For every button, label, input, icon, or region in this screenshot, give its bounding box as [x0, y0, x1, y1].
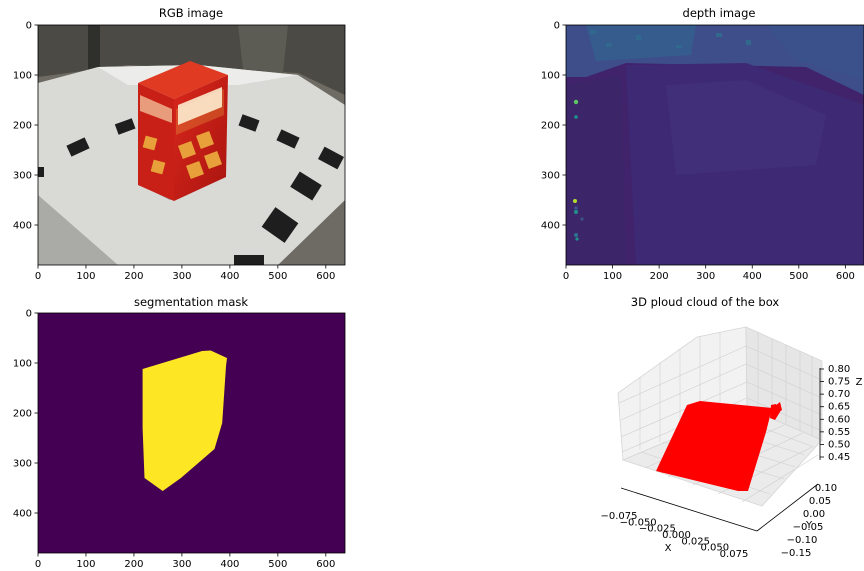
rgb-ticks: 0 100 200 300 400 500 600 0 100 200 300 400: [13, 21, 335, 283]
z3d-tick-label: 0.55: [828, 427, 850, 438]
mask-ticks: 0 100 200 300 400 500 600 0 100 200 300 400: [13, 309, 335, 571]
depth-image-panel: depth image: [541, 6, 864, 282]
x-tick-label: 300: [172, 271, 191, 282]
mask-axes-frame: [37, 312, 346, 554]
x-tick-label: 200: [650, 271, 669, 282]
y-tick-label: 400: [13, 221, 32, 232]
x3d-tick-label: 0.050: [701, 543, 730, 554]
x-tick-label: 0: [563, 271, 569, 282]
x3d-tick-label: 0.000: [662, 530, 691, 541]
y-tick-label: 0: [554, 21, 560, 32]
y3d-tick-label: 0.10: [815, 483, 837, 494]
segmentation-mask-title: segmentation mask: [134, 295, 248, 309]
y3d-tick-label: 0.05: [809, 496, 831, 507]
x-tick-label: 0: [35, 559, 41, 570]
z-axis-label: Z: [856, 377, 863, 388]
y-tick-label: 100: [13, 71, 32, 82]
z3d-tick-label: 0.80: [828, 364, 850, 375]
y-tick-label: 400: [13, 509, 32, 520]
x-tick-label: 600: [316, 559, 335, 570]
segmentation-mask-panel: segmentation mask 0 100 200 300 400 500 600 0 10…: [13, 295, 346, 571]
x3d-tick-label: −0.025: [639, 524, 676, 535]
y3d-tick-label: −0.05: [793, 522, 824, 533]
depth-heatmap: [566, 25, 864, 265]
rgb-image-panel: RGB image: [13, 6, 346, 283]
y-axis-label: Y: [805, 520, 813, 531]
x3d-tick-label: −0.050: [620, 517, 657, 528]
x-tick-label: 400: [220, 559, 239, 570]
x3d-tick-label: 0.025: [681, 536, 710, 547]
x-tick-label: 200: [124, 271, 143, 282]
x-tick-label: 100: [76, 271, 95, 282]
y-tick-label: 300: [541, 171, 560, 182]
y-tick-label: 100: [541, 71, 560, 82]
x-tick-label: 400: [743, 271, 762, 282]
x-axis-label: X: [665, 543, 672, 554]
depth-axes-frame: [565, 24, 864, 266]
z3d-tick-label: 0.75: [828, 377, 850, 388]
y-tick-label: 300: [13, 171, 32, 182]
depth-ticks: 0 100 200 300 400 500 600 0 100 200 300 400: [541, 21, 855, 283]
x-tick-label: 300: [172, 559, 191, 570]
x-tick-label: 500: [268, 559, 287, 570]
x3d-tick-label: −0.075: [600, 511, 637, 522]
x-tick-label: 400: [220, 271, 239, 282]
rgb-axes-frame: [37, 24, 346, 266]
x-tick-label: 600: [316, 271, 335, 282]
point-cloud-panel: 3D ploud cloud of the box: [600, 295, 862, 560]
mask-region: [142, 350, 227, 491]
y-tick-label: 100: [13, 359, 32, 370]
x-tick-label: 0: [35, 271, 41, 282]
y-tick-label: 200: [541, 121, 560, 132]
y3d-tick-label: −0.15: [781, 548, 812, 559]
x-tick-label: 100: [603, 271, 622, 282]
z3d-tick-label: 0.70: [828, 389, 850, 400]
z3d-tick-label: 0.60: [828, 414, 850, 425]
y-tick-label: 0: [26, 21, 32, 32]
y-tick-label: 300: [13, 459, 32, 470]
x-tick-label: 500: [268, 271, 287, 282]
y3d-tick-label: −0.10: [787, 535, 818, 546]
z3d-tick-label: 0.45: [828, 452, 850, 463]
x-tick-label: 600: [836, 271, 855, 282]
y-tick-label: 0: [26, 309, 32, 320]
x-tick-label: 300: [696, 271, 715, 282]
y-tick-label: 400: [541, 221, 560, 232]
y-tick-label: 200: [13, 409, 32, 420]
x-tick-label: 200: [124, 559, 143, 570]
rgb-photo: [38, 25, 345, 265]
depth-image-title: depth image: [683, 6, 756, 20]
rgb-image-title: RGB image: [159, 6, 223, 20]
z3d-tick-label: 0.50: [828, 439, 850, 450]
x-tick-label: 500: [789, 271, 808, 282]
x3d-tick-label: 0.075: [720, 549, 749, 560]
z3d-tick-label: 0.65: [828, 402, 850, 413]
point-cloud: [656, 401, 782, 491]
x-tick-label: 100: [76, 559, 95, 570]
point-cloud-title: 3D ploud cloud of the box: [631, 295, 780, 309]
y-tick-label: 200: [13, 121, 32, 132]
y3d-tick-label: 0.00: [803, 509, 825, 520]
